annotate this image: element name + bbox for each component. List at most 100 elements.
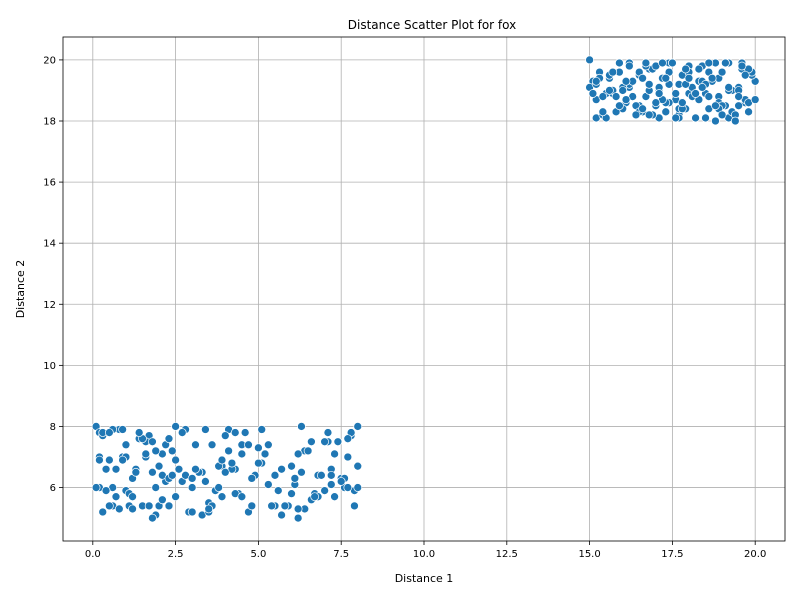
data-point (336, 477, 346, 486)
data-point (201, 425, 210, 434)
data-point (101, 464, 111, 474)
data-point (287, 489, 296, 499)
y-axis-label: Distance 2 (14, 260, 27, 319)
data-point (615, 101, 624, 111)
data-point (303, 446, 313, 456)
data-point (677, 98, 687, 108)
data-point (167, 470, 177, 480)
data-point (267, 501, 277, 511)
data-point (247, 501, 257, 511)
data-point (615, 58, 624, 68)
data-point (297, 422, 306, 431)
data-point (638, 73, 647, 83)
data-point (217, 455, 227, 465)
data-point (691, 89, 700, 98)
y-tick-label: 14 (43, 239, 56, 250)
data-point (730, 116, 740, 126)
data-point (111, 492, 121, 502)
data-point (207, 440, 217, 450)
data-point (105, 455, 114, 465)
data-point (154, 461, 164, 471)
data-point (171, 492, 180, 502)
data-point (704, 92, 714, 101)
y-tick-label: 10 (43, 361, 56, 372)
x-tick-label: 5.0 (250, 549, 266, 560)
chart-title: Distance Scatter Plot for fox (348, 18, 516, 32)
data-point (343, 483, 353, 492)
data-point (204, 504, 214, 514)
data-point (171, 455, 180, 465)
data-point (151, 446, 161, 456)
data-point (694, 64, 704, 74)
data-point (740, 70, 750, 80)
data-point (134, 428, 144, 437)
data-point (257, 425, 267, 434)
data-point (187, 483, 197, 492)
data-point (224, 446, 233, 456)
data-point (611, 92, 621, 101)
data-point (618, 86, 628, 95)
data-point (237, 449, 247, 459)
data-point (187, 474, 197, 483)
data-point (701, 113, 710, 123)
y-tick-label: 20 (43, 55, 56, 66)
data-point (750, 95, 760, 104)
data-point (707, 73, 717, 83)
data-point (237, 492, 247, 502)
data-point (254, 443, 263, 453)
data-point (353, 483, 363, 492)
data-point (310, 492, 320, 502)
data-point (711, 116, 720, 126)
data-point (320, 437, 329, 447)
y-tick-label: 12 (43, 300, 56, 311)
y-tick-label: 8 (50, 422, 56, 433)
data-point (644, 110, 654, 120)
x-tick-label: 12.5 (496, 549, 518, 560)
data-point (641, 58, 651, 68)
data-point (164, 434, 174, 444)
data-point (691, 113, 700, 123)
y-tick-label: 6 (50, 483, 56, 494)
data-point (254, 458, 263, 468)
x-tick-label: 0.0 (85, 549, 101, 560)
data-point (320, 486, 329, 495)
data-point (684, 73, 694, 83)
data-point (353, 422, 363, 431)
data-point (323, 428, 333, 437)
data-point (227, 458, 237, 468)
data-point (591, 76, 601, 86)
data-point (247, 474, 257, 483)
data-point (220, 431, 230, 440)
data-point (621, 95, 631, 104)
y-tick-label: 18 (43, 117, 56, 128)
data-point (91, 483, 101, 492)
y-tick-label: 16 (43, 178, 56, 189)
data-point (717, 110, 727, 120)
data-point (177, 428, 187, 437)
data-point (326, 480, 336, 489)
data-point (658, 58, 667, 68)
data-point (608, 67, 618, 77)
data-point (605, 86, 614, 95)
data-point (277, 464, 286, 474)
data-point (191, 440, 200, 450)
data-point (644, 79, 654, 89)
data-point (621, 76, 631, 86)
data-point (263, 440, 273, 450)
data-point (724, 83, 734, 92)
grid (63, 37, 785, 541)
data-point (148, 437, 157, 447)
data-point (105, 501, 114, 511)
data-point (217, 492, 227, 502)
data-point (737, 61, 747, 71)
x-tick-label: 10.0 (413, 549, 435, 560)
data-point (144, 501, 154, 511)
data-point (201, 477, 210, 486)
x-tick-label: 15.0 (578, 549, 600, 560)
data-point (293, 504, 303, 514)
data-point (167, 446, 177, 456)
data-point (98, 507, 108, 517)
data-point (293, 513, 303, 523)
data-point (174, 464, 184, 474)
data-point (330, 492, 339, 502)
